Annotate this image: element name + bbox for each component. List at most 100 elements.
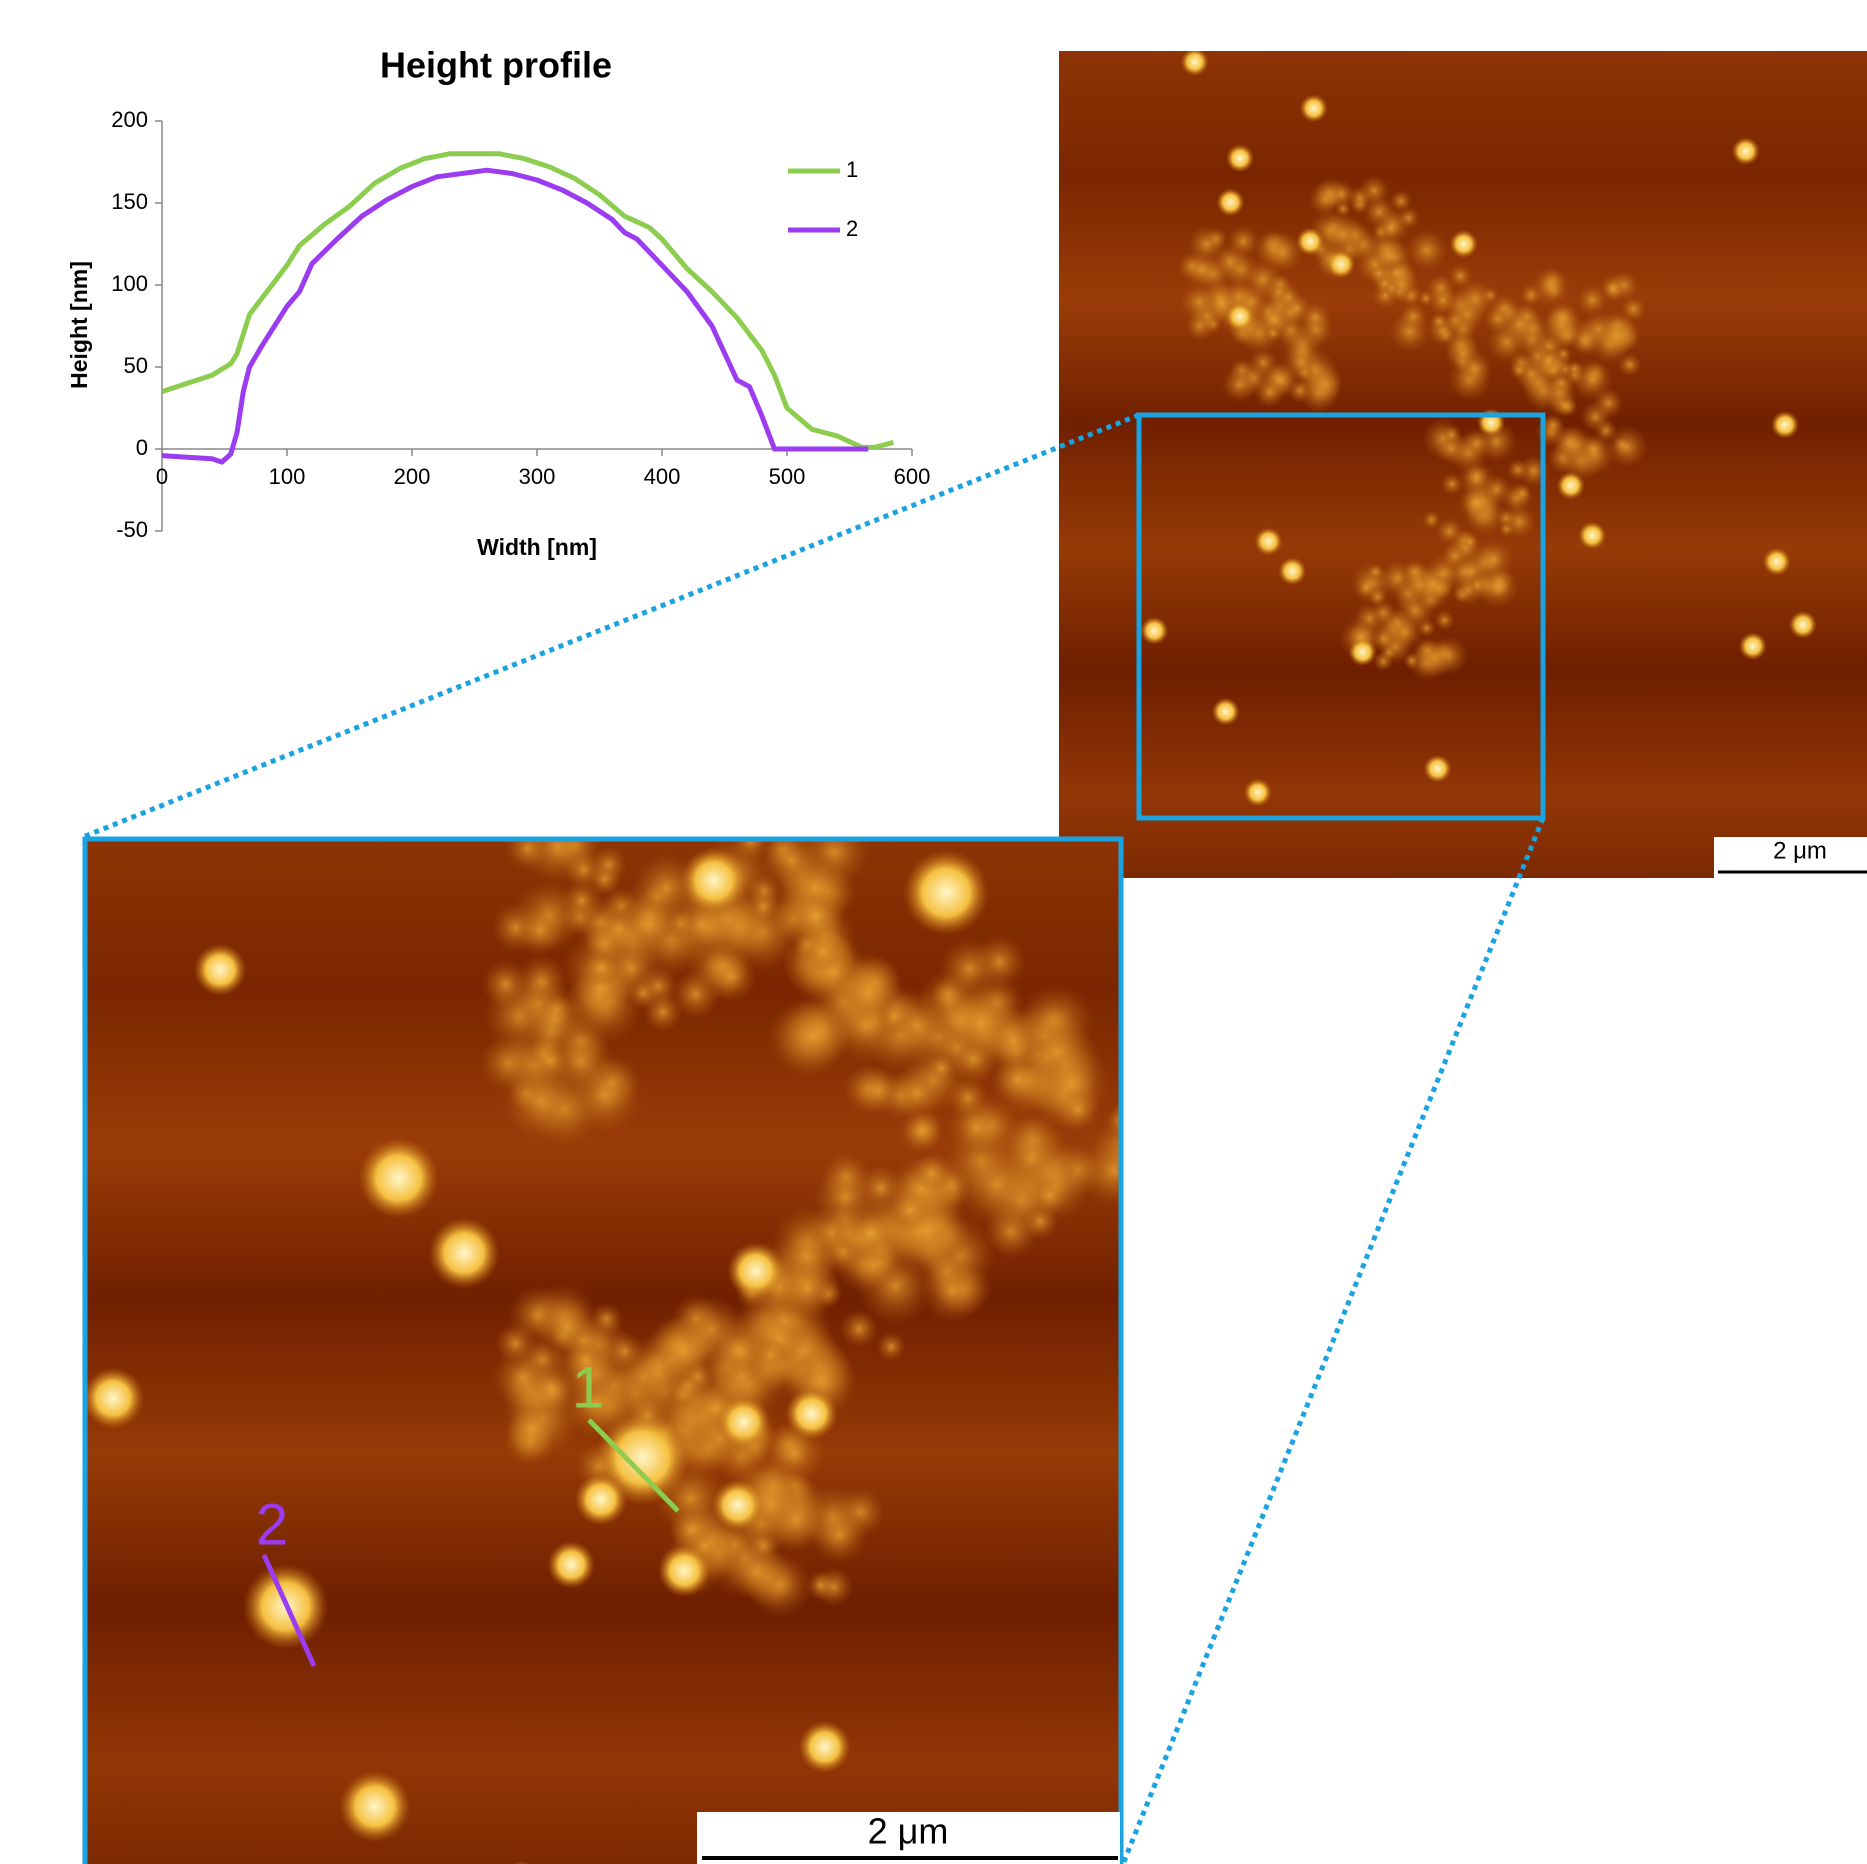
x-tick-label: 400 (644, 464, 681, 489)
aggregate (1548, 369, 1575, 396)
particle (575, 1473, 627, 1525)
aggregate (811, 1506, 868, 1563)
particle (718, 1396, 770, 1448)
particle (1771, 411, 1799, 439)
aggregate (1369, 264, 1389, 284)
y-axis-label: Height [nm] (66, 261, 92, 389)
aggregate (1415, 566, 1451, 602)
aggregate (1380, 218, 1401, 239)
figure: 2 μm 2 μm 1 2 Height profile Width [nm] … (0, 0, 1867, 1864)
aggregate (993, 1055, 1041, 1103)
aggregate (1415, 638, 1455, 678)
aggregate (948, 990, 1015, 1057)
aggregate (804, 933, 841, 970)
aggregate (1399, 302, 1427, 330)
aggregate (854, 1066, 902, 1114)
x-tick-label: 500 (769, 464, 806, 489)
y-tick-label: 0 (136, 435, 148, 460)
particle (798, 1721, 850, 1773)
x-tick-label: 300 (519, 464, 556, 489)
zoom-connector (83, 415, 1139, 837)
particle (658, 1545, 710, 1597)
aggregate (939, 938, 1000, 999)
particle (547, 1541, 595, 1589)
aggregate (1265, 325, 1282, 342)
aggregate (1359, 175, 1389, 205)
particle (1739, 632, 1767, 660)
particle (1226, 144, 1254, 172)
aggregate (1502, 505, 1536, 539)
aggregate (899, 1108, 945, 1154)
aggregate (1228, 225, 1259, 256)
particle (1763, 548, 1791, 576)
aggregate (1552, 425, 1587, 460)
aggregate (1282, 343, 1322, 383)
aggregate (1597, 317, 1636, 356)
particle (1450, 230, 1478, 258)
particle (1732, 137, 1760, 165)
aggregate (1538, 349, 1561, 372)
x-axis-label: Width [nm] (477, 534, 597, 560)
particle (82, 1367, 144, 1429)
aggregate (1457, 351, 1493, 387)
particle (681, 847, 748, 914)
aggregate (1180, 283, 1219, 322)
aggregate (1599, 274, 1626, 301)
particle (1296, 228, 1324, 256)
aggregate (588, 863, 622, 897)
aggregate (1441, 473, 1464, 496)
aggregate (728, 1543, 786, 1601)
aggregate (1387, 614, 1423, 650)
particle (1212, 698, 1240, 726)
particle (1244, 779, 1272, 807)
zoom-image (82, 810, 1157, 1864)
aggregate (1367, 563, 1384, 580)
aggregate (957, 1145, 1036, 1224)
aggregate (1321, 212, 1365, 256)
chart-title: Height profile (380, 45, 612, 86)
scale-bar-label: 2 μm (1773, 837, 1827, 864)
aggregate (1498, 303, 1542, 347)
aggregate (1388, 264, 1405, 281)
profile-label: 1 (572, 1355, 604, 1420)
particle (1327, 250, 1355, 278)
aggregate (1513, 484, 1532, 503)
x-tick-label: 200 (394, 464, 431, 489)
aggregate (775, 1256, 840, 1321)
aggregate (913, 1154, 951, 1192)
scale-bar-label: 2 μm (868, 1811, 949, 1852)
particle (712, 1479, 764, 1531)
particle (194, 944, 246, 996)
aggregate (1327, 180, 1355, 208)
particle (1300, 94, 1328, 122)
particle (1557, 472, 1585, 500)
particle (727, 1242, 784, 1299)
aggregate (627, 977, 660, 1010)
aggregate (891, 1190, 931, 1230)
aggregate (506, 826, 550, 870)
aggregate (605, 1332, 644, 1371)
particle (339, 1771, 410, 1842)
aggregate (946, 1076, 989, 1119)
aggregate (669, 1507, 714, 1552)
aggregate (1441, 542, 1468, 569)
aggregate (1462, 489, 1490, 517)
legend-label: 2 (846, 216, 858, 241)
particle (903, 850, 989, 936)
particle (1181, 48, 1209, 76)
particle (1578, 522, 1606, 550)
aggregate (1055, 1087, 1101, 1133)
aggregate (1520, 284, 1543, 307)
aggregate (1422, 510, 1441, 529)
data-line (162, 154, 893, 448)
aggregate (1557, 398, 1573, 414)
particle (1278, 557, 1306, 585)
aggregate (1254, 377, 1285, 408)
particle (358, 1138, 439, 1219)
aggregate (1188, 226, 1224, 262)
aggregate (502, 1062, 580, 1140)
data-line (162, 170, 868, 462)
aggregate (1456, 279, 1496, 319)
y-tick-label: 150 (111, 189, 148, 214)
y-tick-label: 200 (111, 107, 148, 132)
